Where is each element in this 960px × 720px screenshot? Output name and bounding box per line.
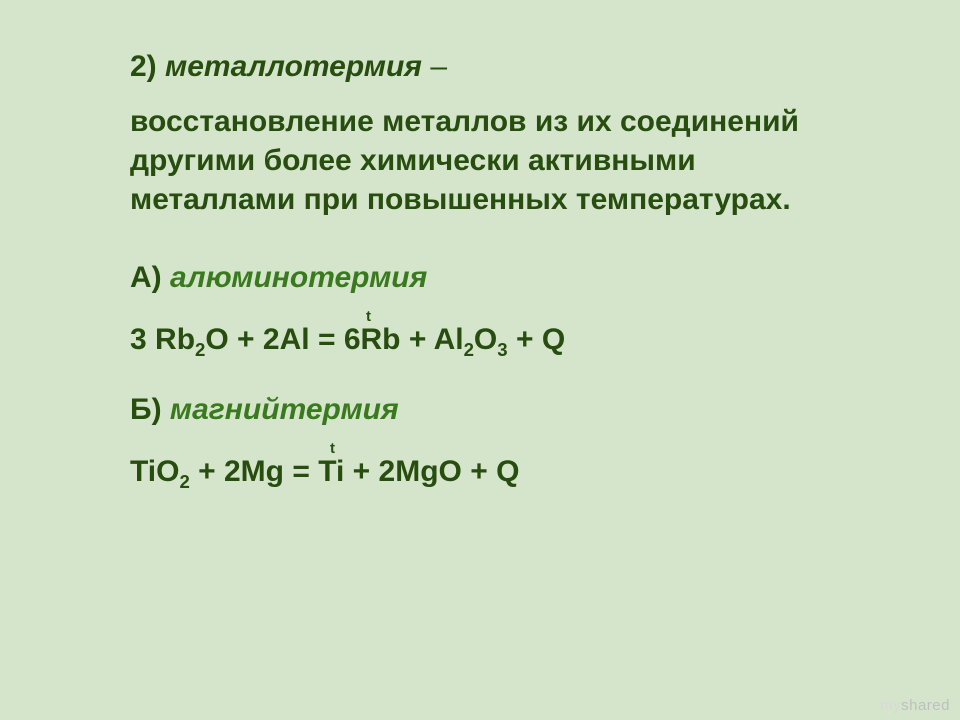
temperature-mark: t [330,441,335,456]
section-b-term: магнийтермия [170,393,399,426]
section-a-label: А) [130,261,162,294]
equation-a-text: 3 Rb2O + 2Al = 6Rb + Al2O3 + Q [130,323,565,356]
title-term: металлотермия [165,50,422,83]
watermark-part1: my [880,697,901,714]
section-a-term: алюминотермия [170,261,427,294]
slide-content: 2) металлотермия – восстановление металл… [0,0,960,487]
slide-title: 2) металлотермия – [130,50,850,84]
title-dash: – [430,50,447,83]
equation-a: t 3 Rb2O + 2Al = 6Rb + Al2O3 + Q [130,325,850,355]
temperature-mark: t [366,309,371,324]
definition-text: восстановление металлов из их соединений… [130,102,850,219]
watermark: myshared [880,697,950,714]
section-a-heading: А) алюминотермия [130,261,850,295]
equation-b-text: TiO2 + 2Mg = Ti + 2MgO + Q [130,455,519,488]
section-b-heading: Б) магнийтермия [130,393,850,427]
title-number: 2) [130,50,157,83]
section-b-label: Б) [130,393,162,426]
equation-b: t TiO2 + 2Mg = Ti + 2MgO + Q [130,457,850,487]
watermark-part2: shared [901,697,950,714]
